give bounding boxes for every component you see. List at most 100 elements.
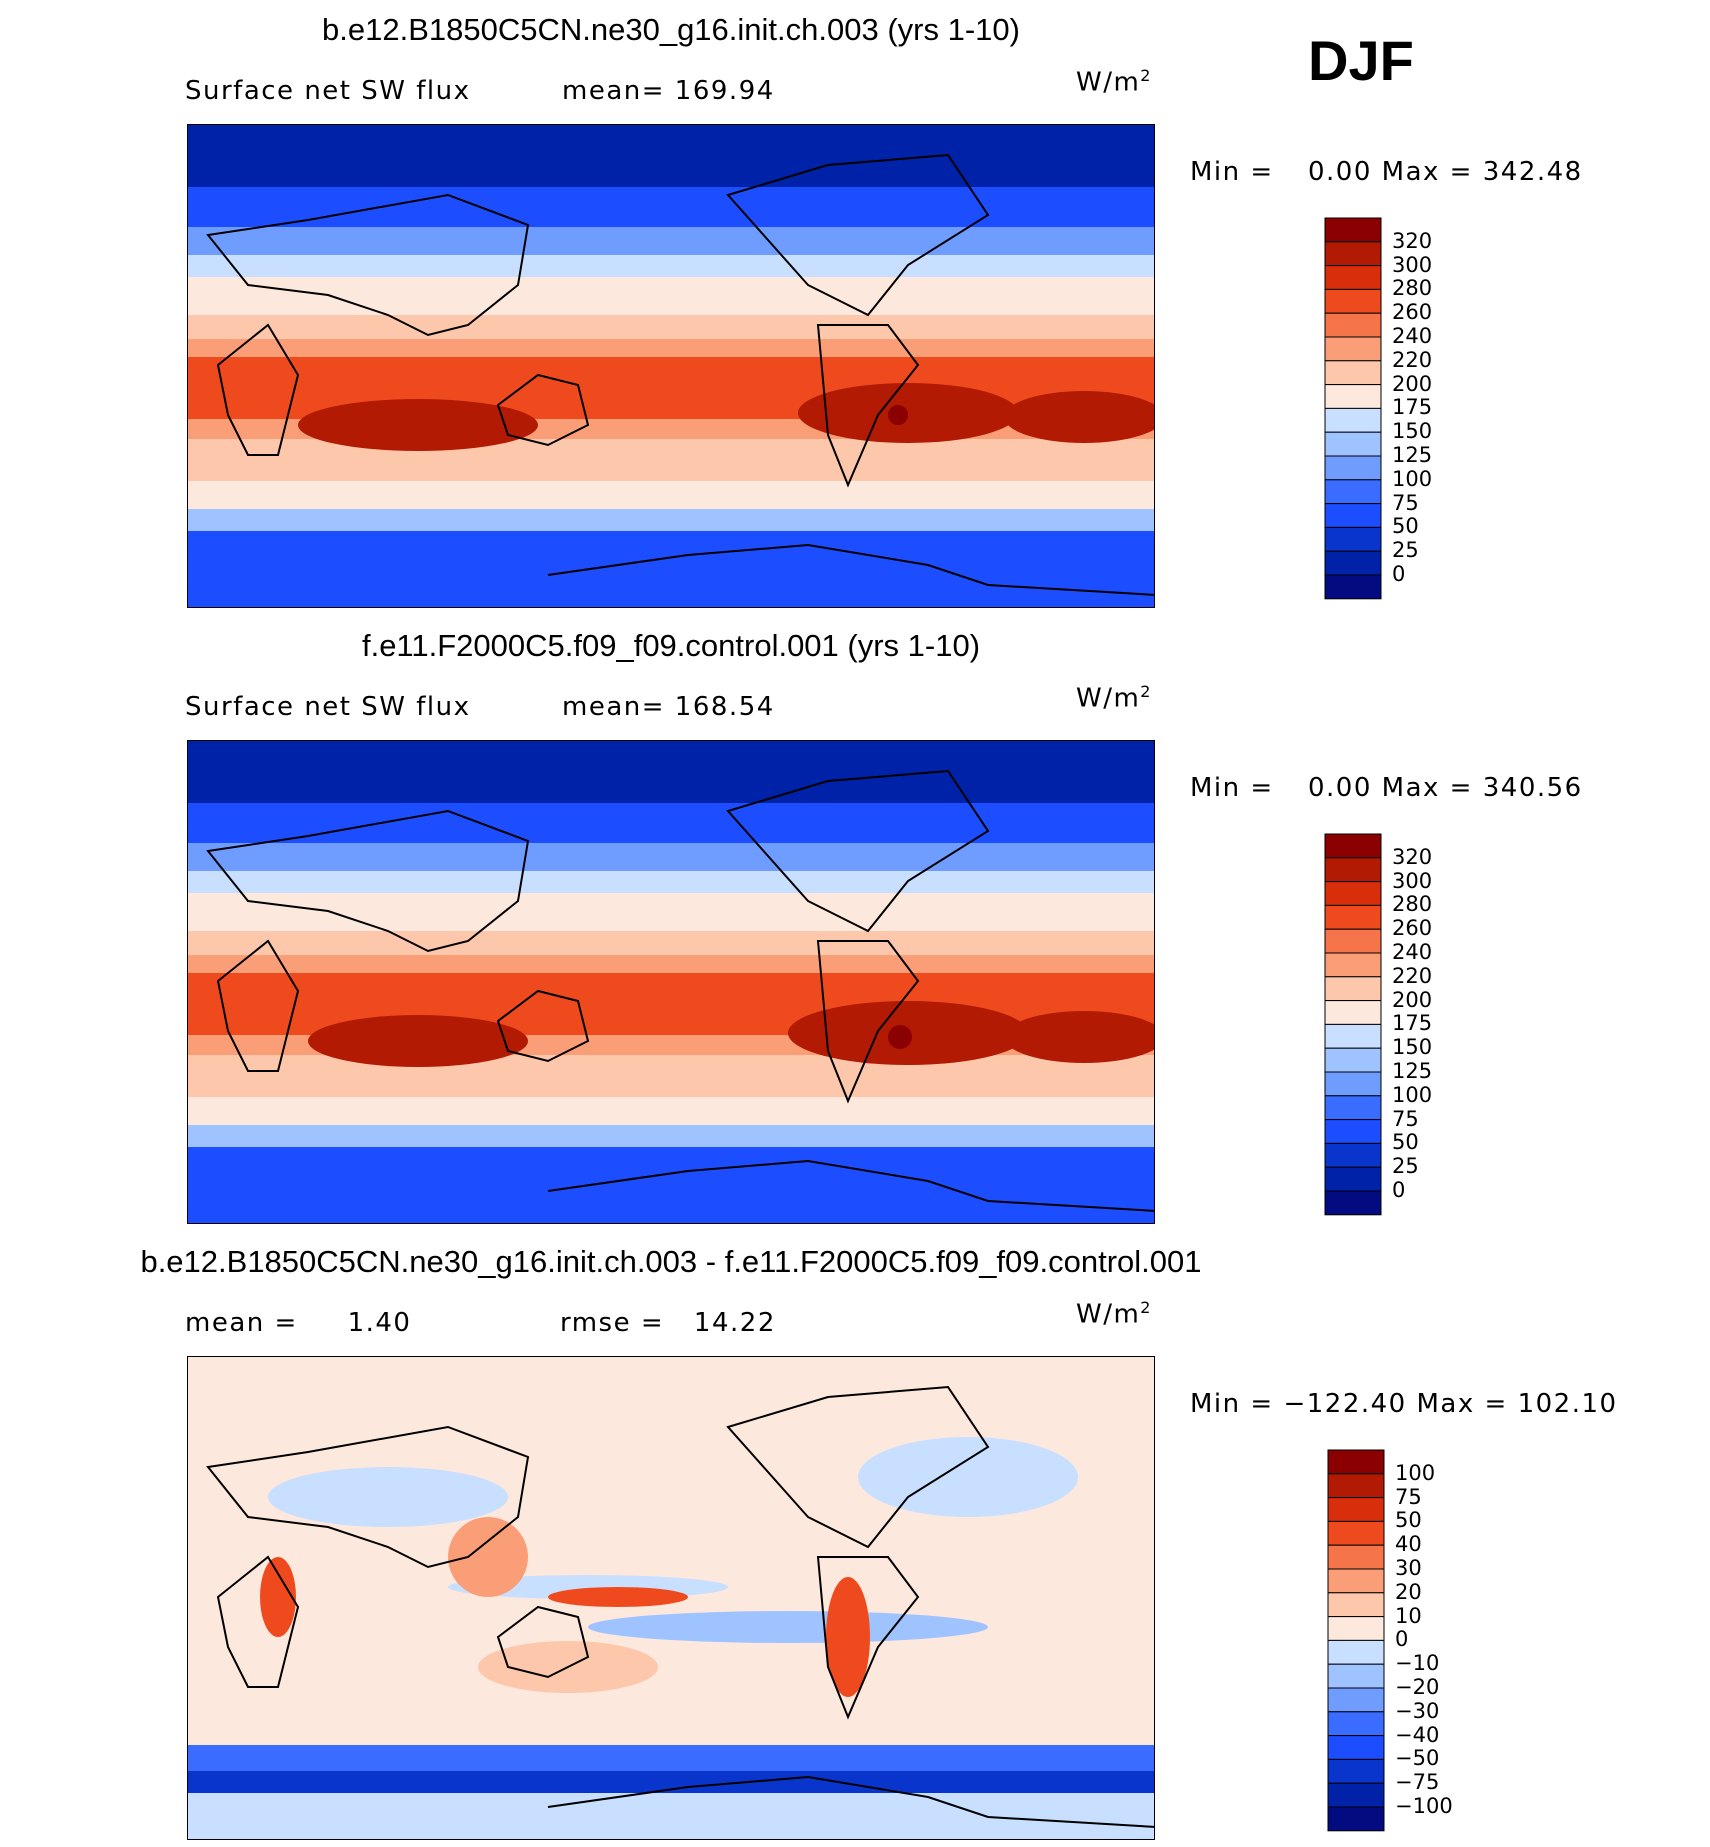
panel3-mean-value: 1.40: [347, 1308, 412, 1338]
panel3-map: [187, 1356, 1155, 1840]
p3-band-southern: [188, 1745, 1154, 1771]
colorbar-box: [1324, 976, 1382, 1002]
p1-band-s4: [188, 509, 1154, 531]
colorbar-box: [1327, 1758, 1385, 1784]
colorbar-box: [1324, 360, 1382, 386]
colorbar-box: [1327, 1782, 1385, 1808]
panel2-colorbar: 320 300 280 260 240 220 200 175 150 125 100 75 50 25 0: [1324, 833, 1432, 1216]
colorbar-box: [1327, 1473, 1385, 1499]
panel2-units-sup: 2: [1140, 682, 1152, 701]
panel2-variable: Surface net SW flux: [185, 692, 471, 722]
colorbar-box: [1324, 336, 1382, 362]
panel1-max-label: Max =: [1381, 157, 1473, 187]
colorbar-tick-label: 240: [1392, 940, 1433, 964]
colorbar-box: [1327, 1449, 1385, 1475]
colorbar-tick-label: 220: [1392, 963, 1433, 988]
colorbar-tick-label: 175: [1392, 1011, 1433, 1036]
p1-band-eq2: [188, 339, 1154, 357]
colorbar-box: [1324, 312, 1382, 338]
colorbar-tick-label: 320: [1392, 228, 1433, 253]
colorbar-tick-label: −75: [1395, 1770, 1440, 1795]
colorbar-svg: [1324, 217, 1382, 600]
colorbar-box: [1327, 1568, 1385, 1594]
colorbar-box: [1327, 1497, 1385, 1522]
colorbar-box: [1324, 1142, 1382, 1168]
panel2-map-svg: [188, 741, 1154, 1223]
panel1-min-value: 0.00: [1308, 157, 1372, 187]
colorbar-tick-label: 20: [1395, 1579, 1422, 1604]
p3-band-antarctic: [188, 1793, 1154, 1839]
colorbar-tick-label: 125: [1392, 443, 1433, 467]
p3-coast-samerica: [816, 1556, 920, 1720]
panel2-min-label: Min =: [1190, 773, 1274, 803]
colorbar-box: [1327, 1544, 1385, 1570]
colorbar-box: [1324, 1095, 1382, 1121]
colorbar-box: [1327, 1806, 1385, 1832]
p1-coast-antarctica: [547, 543, 1154, 596]
colorbar-tick-label: 150: [1392, 1035, 1433, 1060]
panel1-min: Min =: [1190, 157, 1274, 187]
p3-coast-africa: [216, 1555, 300, 1688]
colorbar-tick-label: 30: [1395, 1556, 1422, 1580]
p3-band-southern2: [188, 1771, 1154, 1793]
p2-coast-australia: [496, 989, 590, 1063]
p3-coast-namerica: [726, 1385, 990, 1549]
colorbar-tick-label: 260: [1392, 916, 1433, 941]
panel1-colorbar: 320 300 280 260 240 220 200 175 150 125 100 75 50 25 0: [1324, 217, 1432, 600]
p1-band-eq1: [188, 315, 1154, 339]
colorbar-box: [1324, 952, 1382, 978]
colorbar-box: [1324, 431, 1382, 457]
panel1-units-text: W/m: [1076, 67, 1141, 98]
colorbar-tick-label: 300: [1392, 868, 1433, 893]
panel3-colorbar: 100 75 50 40 30 20 10 0 −10 −20 −30 −40 −50 −75 −100: [1327, 1449, 1453, 1832]
colorbar-tick-label: −30: [1395, 1698, 1440, 1723]
colorbar-box: [1324, 1000, 1382, 1025]
panel2-max-label: Max =: [1381, 773, 1473, 803]
panel3-rmse: rmse = 14.22: [560, 1308, 776, 1338]
panel3-mean-label: mean =: [185, 1308, 298, 1338]
panel3-max-value: 102.10: [1517, 1389, 1618, 1419]
colorbar-box: [1324, 1047, 1382, 1073]
colorbar-tick-label: 280: [1392, 276, 1433, 301]
p2-coast-samerica: [816, 940, 920, 1104]
colorbar-box: [1324, 1071, 1382, 1097]
colorbar-tick-label: −20: [1395, 1675, 1440, 1699]
panel1-units: W/m2: [1076, 66, 1152, 98]
colorbar-tick-label: 175: [1392, 395, 1433, 420]
colorbar-tick-label: 100: [1392, 1082, 1433, 1107]
p2-band-n4: [188, 893, 1154, 931]
colorbar-box: [1327, 1616, 1385, 1641]
p1-peak: [888, 405, 908, 425]
colorbar-tick-label: 40: [1395, 1532, 1422, 1557]
p3-coast-australia: [496, 1605, 590, 1679]
p1-coast-eurasia: [206, 193, 530, 337]
p1-coast-samerica: [816, 324, 920, 488]
panel1-minmax: 0.00 Max = 342.48: [1308, 157, 1583, 187]
p2-band-eq2: [188, 955, 1154, 973]
p1-max-pacific: [798, 383, 1018, 443]
panel1-min-label: Min =: [1190, 157, 1274, 187]
panel2-max-value: 340.56: [1482, 773, 1583, 803]
colorbar-tick-label: 0: [1395, 1627, 1409, 1652]
panel2-units: W/m2: [1076, 682, 1152, 714]
colorbar-tick-label: 75: [1392, 490, 1419, 515]
p3-coast-eurasia: [206, 1425, 530, 1569]
panel1-map: [187, 124, 1155, 608]
p3-pos-asia: [448, 1517, 528, 1597]
panel1-title: b.e12.B1850C5CN.ne30_g16.init.ch.003 (yr…: [322, 12, 1020, 47]
colorbar-tick-label: 100: [1392, 466, 1433, 491]
colorbar-tick-label: 150: [1392, 419, 1433, 444]
colorbar-box: [1324, 881, 1382, 906]
colorbar-svg: [1327, 1449, 1385, 1832]
panel1-map-svg: [188, 125, 1154, 607]
panel3-min-label: Min =: [1190, 1389, 1274, 1419]
colorbar-box: [1324, 1166, 1382, 1192]
p2-coast-antarctica: [547, 1159, 1154, 1212]
season-label: DJF: [1308, 29, 1414, 92]
colorbar-tick-label: 240: [1392, 324, 1433, 348]
colorbar-tick-label: 75: [1395, 1484, 1422, 1509]
panel1-variable: Surface net SW flux: [185, 76, 471, 106]
p2-coast-namerica: [726, 769, 990, 933]
p1-max-atlantic: [1004, 391, 1154, 443]
colorbar-box: [1327, 1663, 1385, 1689]
